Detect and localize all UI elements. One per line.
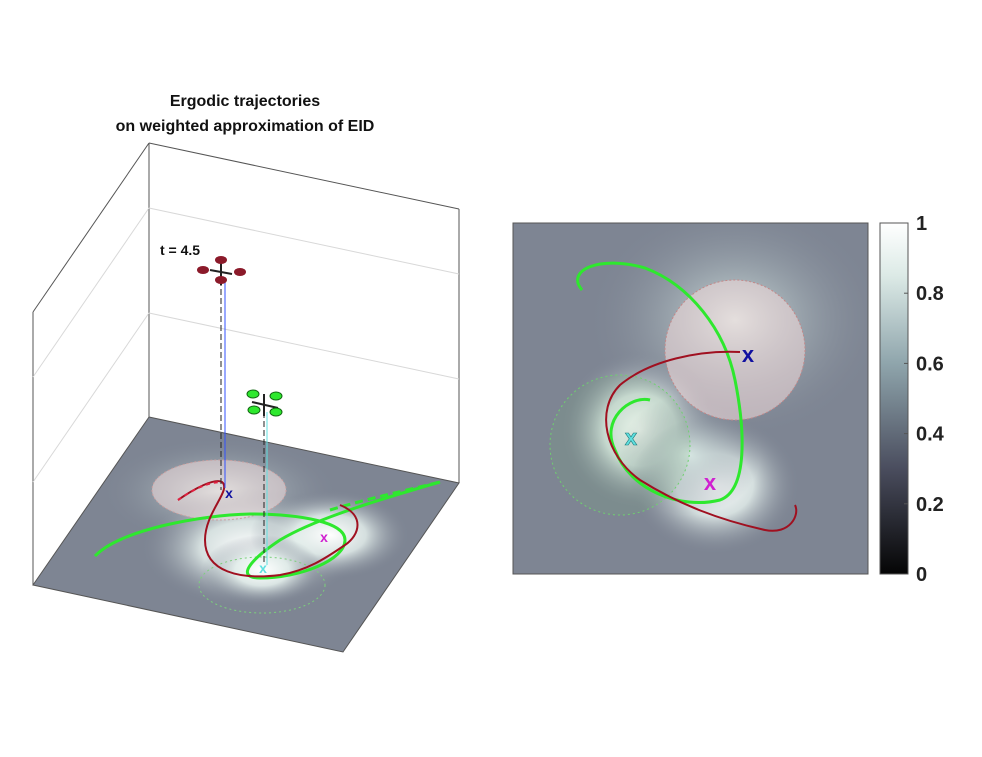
- floor-target-markers: x x x: [225, 485, 328, 576]
- colorbar: 0 0.2 0.4 0.6 0.8 1: [879, 213, 945, 586]
- axes-box: [32, 142, 460, 585]
- drone-tethers: [220, 280, 268, 565]
- colorbar-tick-label: 1: [916, 213, 927, 235]
- colorbar-tick-label: 0.8: [916, 283, 944, 305]
- right-2d-plot: x x x 0 0.2 0.4 0.6 0.8 1: [512, 213, 945, 586]
- time-label: t = 4.5: [160, 242, 200, 258]
- colorbar-ticks: 0 0.2 0.4 0.6 0.8 1: [904, 213, 945, 586]
- left-3d-plot: Ergodic trajectories on weighted approxi…: [32, 93, 460, 653]
- chart-title-line1: Ergodic trajectories: [170, 93, 320, 110]
- drone-red: [197, 256, 246, 285]
- svg-text:x: x: [259, 560, 267, 576]
- region-green: [549, 374, 691, 516]
- green-trajectory-dashed: [329, 480, 441, 512]
- chart-title-line2: on weighted approximation of EID: [116, 118, 375, 135]
- svg-text:x: x: [320, 529, 328, 545]
- target-marker-cyan: x: [625, 425, 638, 450]
- target-marker-magenta: x: [704, 470, 717, 495]
- colorbar-tick-label: 0.2: [916, 494, 944, 516]
- floor-heatmap: [32, 416, 460, 653]
- target-marker-blue: x: [742, 342, 755, 367]
- colorbar-tick-label: 0: [916, 564, 927, 586]
- green-trajectory-floor: [93, 480, 441, 580]
- region-red: [664, 279, 806, 421]
- green-trajectory-2d: [576, 261, 744, 505]
- grid-lines: [32, 207, 460, 483]
- svg-text:x: x: [225, 485, 233, 501]
- colorbar-tick-label: 0.6: [916, 353, 944, 375]
- red-trajectory-2d: [605, 350, 798, 532]
- drone-green: [246, 389, 283, 417]
- colorbar-tick-label: 0.4: [916, 424, 945, 446]
